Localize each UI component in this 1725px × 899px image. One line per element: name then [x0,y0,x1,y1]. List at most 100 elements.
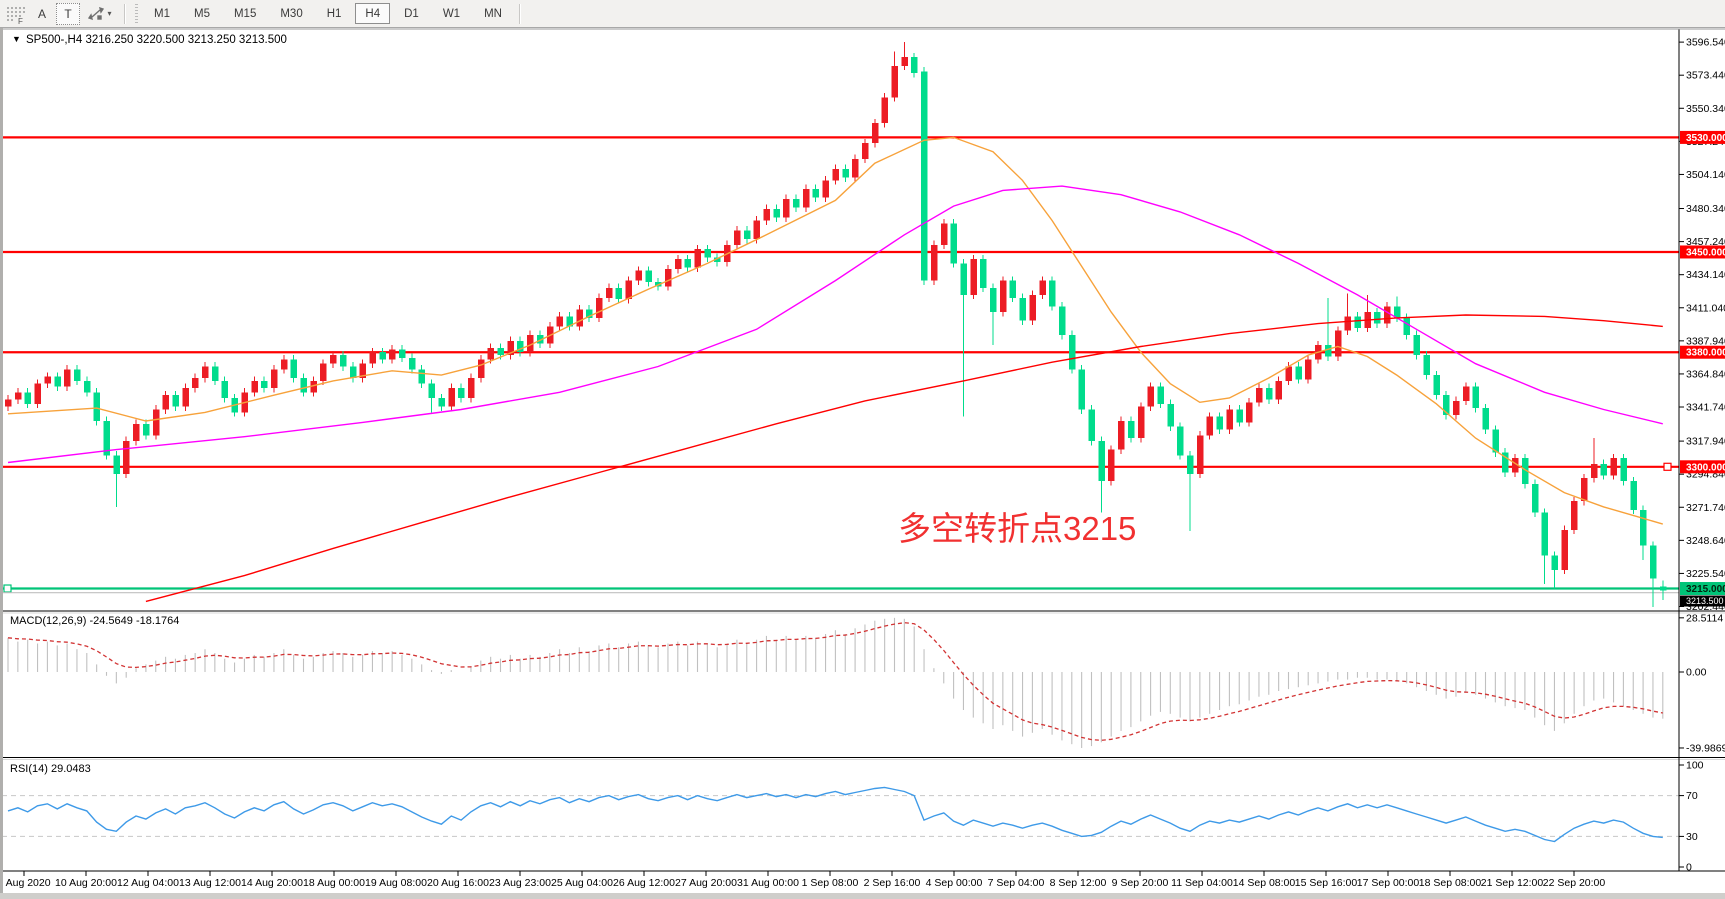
svg-text:28.5114: 28.5114 [1686,612,1723,624]
macd-indicator-label: MACD(12,26,9) -24.5649 -18.1764 [10,615,179,627]
diagonal-arrows-icon [88,6,105,20]
svg-text:1 Sep 08:00: 1 Sep 08:00 [802,877,859,889]
svg-text:7 Sep 04:00: 7 Sep 04:00 [988,877,1045,889]
toolbar-separator [518,3,521,24]
svg-text:3457.240: 3457.240 [1686,236,1725,248]
svg-text:3450.000: 3450.000 [1686,247,1725,258]
price-label-red [1680,130,1725,144]
ma-slow-red [145,314,1663,603]
price-label-red [1680,245,1725,259]
svg-text:3411.040: 3411.040 [1686,302,1725,314]
svg-text:3248.640: 3248.640 [1686,535,1725,547]
svg-text:3215.000: 3215.000 [1686,584,1725,595]
svg-text:3225.540: 3225.540 [1686,568,1725,580]
svg-text:14 Sep 08:00: 14 Sep 08:00 [1233,877,1296,889]
svg-text:3364.840: 3364.840 [1686,368,1725,380]
price-axis[interactable]: 3596.5403573.4403550.3403527.2403504.140… [1679,37,1725,613]
svg-text:18 Aug 00:00: 18 Aug 00:00 [303,877,365,889]
tf-button-m1[interactable]: M1 [144,3,180,24]
tf-button-mn[interactable]: MN [474,3,512,24]
svg-text:F: F [18,17,23,25]
svg-text:18 Sep 08:00: 18 Sep 08:00 [1419,877,1482,889]
svg-text:22 Sep 20:00: 22 Sep 20:00 [1543,877,1606,889]
ma-mid-magenta [7,185,1663,464]
tf-button-d1[interactable]: D1 [394,3,429,24]
symbol-dropdown-marker[interactable]: ▼ [12,34,21,44]
svg-text:3596.540: 3596.540 [1686,37,1725,49]
tf-button-h4-active[interactable]: H4 [355,3,391,24]
svg-text:10 Aug 20:00: 10 Aug 20:00 [55,877,117,889]
svg-text:20 Aug 16:00: 20 Aug 16:00 [427,877,489,889]
svg-text:3300.000: 3300.000 [1686,462,1725,473]
svg-text:0: 0 [1686,862,1692,874]
rsi-pane: RSI(14) 29.0483 100 70 30 0 [2,760,1704,874]
font-tool-button[interactable]: A [30,3,54,25]
svg-text:-39.9869: -39.9869 [1686,742,1725,754]
toolbar-grip-icon[interactable]: F [3,3,29,25]
macd-signal-line [7,622,1663,741]
svg-text:21 Sep 12:00: 21 Sep 12:00 [1481,877,1544,889]
line-studies-button[interactable]: ▾ [82,2,118,26]
svg-text:3380.000: 3380.000 [1686,348,1725,359]
svg-text:8 Sep 12:00: 8 Sep 12:00 [1050,877,1107,889]
svg-text:3480.340: 3480.340 [1686,203,1725,215]
price-label-green [1680,582,1725,596]
svg-text:26 Aug 12:00: 26 Aug 12:00 [613,877,675,889]
svg-text:0.00: 0.00 [1686,667,1707,679]
svg-text:7 Aug 2020: 7 Aug 2020 [0,877,51,889]
line-handle [1663,462,1672,471]
chevron-down-icon: ▾ [107,9,112,18]
time-axis[interactable]: 7 Aug 2020 10 Aug 20:00 12 Aug 04:00 13 Aug… [0,870,1725,889]
toolbar: F A T ▾ M1 M5 M15 M30 H1 H4 D1 W1 MN [0,0,1725,28]
timeframe-group-grip [135,3,138,24]
symbol-ohlc-label: SP500-,H4 3216.250 3220.500 3213.250 321… [26,34,287,46]
svg-text:30: 30 [1686,831,1698,843]
window-bottom-strip [0,893,1725,899]
svg-text:11 Sep 04:00: 11 Sep 04:00 [1171,877,1233,889]
svg-text:14 Aug 20:00: 14 Aug 20:00 [241,877,303,889]
rsi-indicator-label: RSI(14) 29.0483 [10,763,91,775]
resistance-lines[interactable] [2,136,1679,471]
rsi-line [7,786,1663,843]
svg-text:3573.440: 3573.440 [1686,70,1725,82]
svg-text:70: 70 [1686,790,1698,802]
svg-text:2 Sep 16:00: 2 Sep 16:00 [864,877,921,889]
svg-text:3387.940: 3387.940 [1686,335,1725,347]
candlesticks [5,42,1667,608]
svg-text:17 Sep 00:00: 17 Sep 00:00 [1357,877,1420,889]
svg-text:3504.140: 3504.140 [1686,169,1725,181]
text-label-tool-button[interactable]: T [56,2,80,25]
svg-text:31 Aug 00:00: 31 Aug 00:00 [737,877,799,889]
tf-button-m15[interactable]: M15 [224,3,266,24]
svg-text:3317.940: 3317.940 [1686,436,1725,448]
tf-button-m30[interactable]: M30 [270,3,312,24]
chart-area[interactable]: 多空转折点32153596.5403573.4403550.3403527.24… [0,28,1725,899]
svg-text:19 Aug 08:00: 19 Aug 08:00 [365,877,427,889]
svg-text:3271.740: 3271.740 [1686,502,1725,514]
svg-text:3213.500: 3213.500 [1686,596,1724,606]
line-handle [3,584,12,593]
tf-button-m5[interactable]: M5 [184,3,220,24]
macd-pane: MACD(12,26,9) -24.5649 -18.1764 28.5114 0.… [7,612,1725,754]
price-label-red [1680,460,1725,474]
svg-text:100: 100 [1686,760,1704,772]
svg-text:9 Sep 20:00: 9 Sep 20:00 [1112,877,1169,889]
svg-text:25 Aug 04:00: 25 Aug 04:00 [551,877,613,889]
svg-text:3550.340: 3550.340 [1686,103,1725,115]
svg-text:13 Aug 12:00: 13 Aug 12:00 [179,877,241,889]
window-left-edge [0,28,3,899]
tf-button-h1[interactable]: H1 [317,3,352,24]
price-label-red [1680,345,1725,359]
svg-text:4 Sep 00:00: 4 Sep 00:00 [926,877,983,889]
tf-button-w1[interactable]: W1 [433,3,470,24]
bid-price-label [1680,595,1725,607]
svg-text:15 Sep 16:00: 15 Sep 16:00 [1295,877,1358,889]
ma-fast-orange [7,136,1663,525]
svg-text:3434.140: 3434.140 [1686,269,1725,281]
chart-annotation: 多空转折点3215 [898,510,1136,547]
dot-grid-icon: F [7,6,25,25]
svg-text:12 Aug 04:00: 12 Aug 04:00 [117,877,179,889]
support-line-3215[interactable] [2,584,1679,593]
svg-text:3530.000: 3530.000 [1686,133,1725,144]
